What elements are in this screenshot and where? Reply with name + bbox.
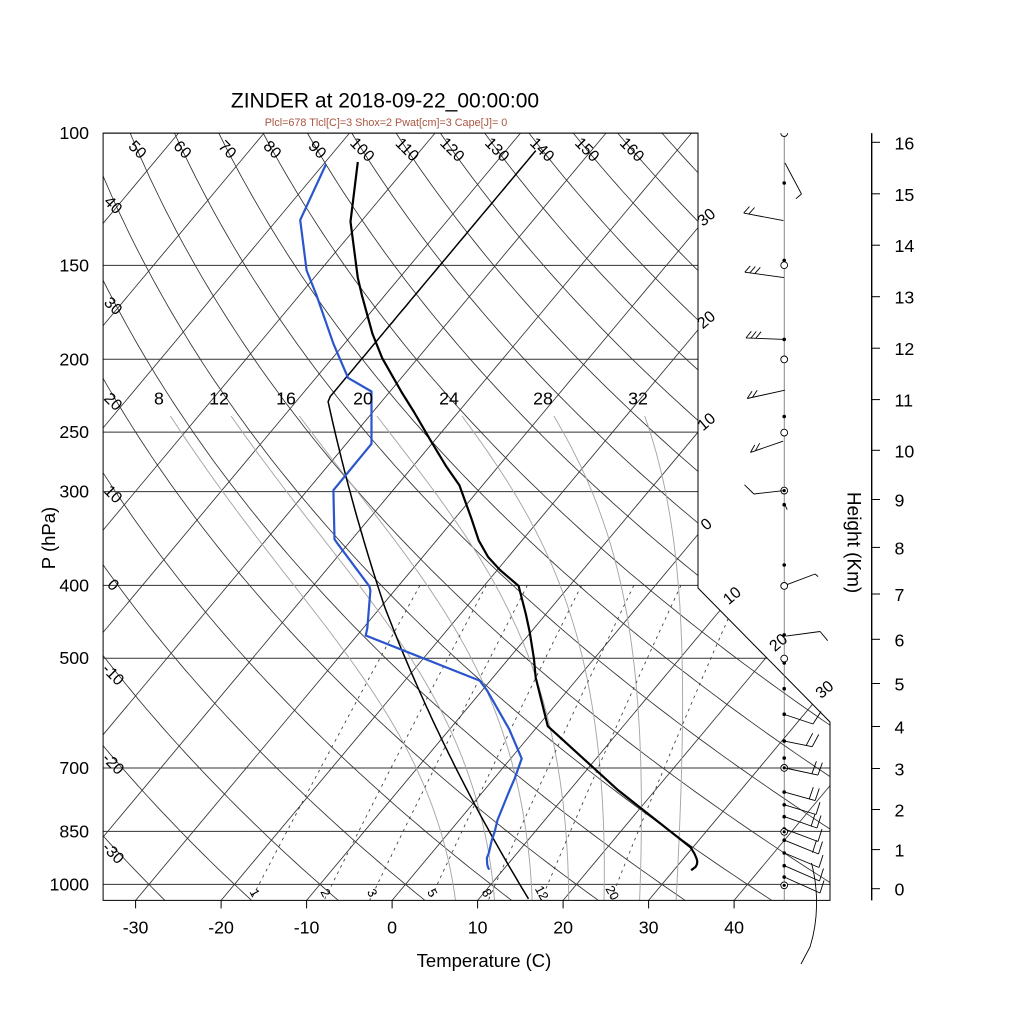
svg-text:1: 1	[895, 841, 905, 861]
svg-text:16: 16	[895, 133, 915, 153]
svg-text:9: 9	[895, 491, 905, 511]
svg-text:8: 8	[154, 389, 164, 409]
svg-text:28: 28	[533, 389, 553, 409]
svg-text:20: 20	[353, 389, 373, 409]
svg-text:32: 32	[628, 389, 648, 409]
svg-text:10: 10	[468, 917, 488, 937]
svg-text:Plcl=678 Tlcl[C]=3 Shox=2 Pwat: Plcl=678 Tlcl[C]=3 Shox=2 Pwat[cm]=3 Cap…	[265, 117, 508, 129]
svg-text:200: 200	[59, 349, 89, 369]
svg-text:Height (Km): Height (Km)	[843, 492, 864, 593]
svg-text:0: 0	[895, 880, 905, 900]
svg-text:Temperature (C): Temperature (C)	[417, 950, 552, 971]
svg-text:4: 4	[895, 718, 905, 738]
svg-text:40: 40	[724, 917, 744, 937]
svg-text:30: 30	[639, 917, 659, 937]
svg-text:1000: 1000	[49, 874, 89, 894]
svg-text:400: 400	[59, 575, 89, 595]
svg-text:300: 300	[59, 482, 89, 502]
svg-text:250: 250	[59, 422, 89, 442]
svg-text:8: 8	[895, 538, 905, 558]
svg-text:12: 12	[532, 883, 552, 903]
svg-text:3: 3	[895, 760, 905, 780]
svg-text:700: 700	[59, 758, 89, 778]
svg-text:100: 100	[59, 123, 89, 143]
svg-text:15: 15	[895, 185, 915, 205]
svg-text:13: 13	[895, 288, 915, 308]
svg-text:12: 12	[895, 339, 915, 359]
svg-text:500: 500	[59, 648, 89, 668]
svg-text:20: 20	[553, 917, 573, 937]
svg-text:-10: -10	[294, 917, 320, 937]
svg-text:10: 10	[895, 441, 915, 461]
svg-text:5: 5	[895, 675, 905, 695]
svg-text:7: 7	[895, 585, 905, 605]
svg-text:6: 6	[895, 630, 905, 650]
svg-text:24: 24	[439, 389, 459, 409]
svg-text:20: 20	[602, 883, 622, 903]
svg-text:ZINDER at 2018-09-22_00:00:00: ZINDER at 2018-09-22_00:00:00	[231, 90, 539, 113]
svg-text:16: 16	[276, 389, 296, 409]
svg-text:-30: -30	[123, 917, 149, 937]
svg-text:0: 0	[387, 917, 397, 937]
svg-text:-20: -20	[208, 917, 234, 937]
svg-text:14: 14	[895, 236, 915, 256]
svg-text:12: 12	[209, 389, 229, 409]
svg-text:11: 11	[895, 391, 914, 411]
svg-text:P (hPa): P (hPa)	[38, 507, 59, 569]
svg-text:850: 850	[59, 821, 89, 841]
svg-text:2: 2	[895, 801, 905, 821]
svg-text:150: 150	[59, 255, 89, 275]
